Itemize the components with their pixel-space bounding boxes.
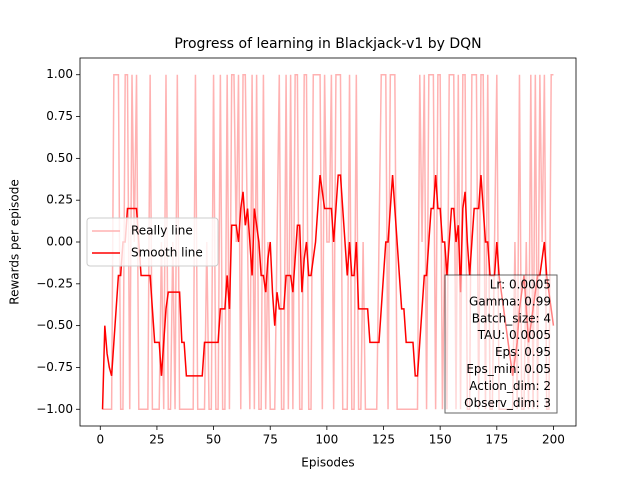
y-tick-label: −0.75 [36, 360, 73, 374]
series-line [101, 174, 555, 410]
plot-frame [79, 57, 577, 427]
y-tick-label: 0.75 [46, 109, 73, 123]
y-tick-label: 0.00 [46, 235, 73, 249]
annotation-line: Gamma: 0.99 [469, 294, 551, 308]
y-tick-label: −0.50 [36, 318, 73, 332]
y-tick-label: −1.00 [36, 402, 73, 416]
x-tick-label: 125 [372, 433, 395, 447]
annotation-line: Eps_min: 0.05 [466, 362, 551, 376]
x-tick-label: 50 [206, 433, 221, 447]
annotation-box [444, 274, 558, 414]
annotation-line: Action_dim: 2 [469, 379, 551, 393]
x-tick-label: 200 [542, 433, 565, 447]
x-tick-label: 0 [96, 433, 104, 447]
legend-label: Really line [131, 224, 193, 238]
annotation-line: Lr: 0.0005 [490, 278, 551, 292]
annotation-line: Batch_size: 4 [472, 311, 551, 325]
annotation-line: TAU: 0.0005 [477, 328, 551, 342]
x-tick-label: 100 [315, 433, 338, 447]
x-tick-label: 150 [429, 433, 452, 447]
y-tick-label: 1.00 [46, 67, 73, 81]
legend-box [86, 217, 219, 267]
chart-title: Progress of learning in Blackjack-v1 by … [174, 36, 481, 52]
x-axis-label: Episodes [301, 456, 354, 470]
y-tick-label: 0.50 [46, 151, 73, 165]
legend-label: Smooth line [131, 246, 203, 260]
x-tick-label: 75 [263, 433, 278, 447]
x-tick-label: 25 [149, 433, 164, 447]
x-tick-label: 175 [485, 433, 508, 447]
y-axis-label: Rewards per episode [8, 179, 22, 304]
annotation-line: Eps: 0.95 [495, 345, 551, 359]
annotation-line: Observ_dim: 3 [464, 396, 551, 410]
y-tick-label: 0.25 [46, 193, 73, 207]
y-tick-label: −0.25 [36, 276, 73, 290]
